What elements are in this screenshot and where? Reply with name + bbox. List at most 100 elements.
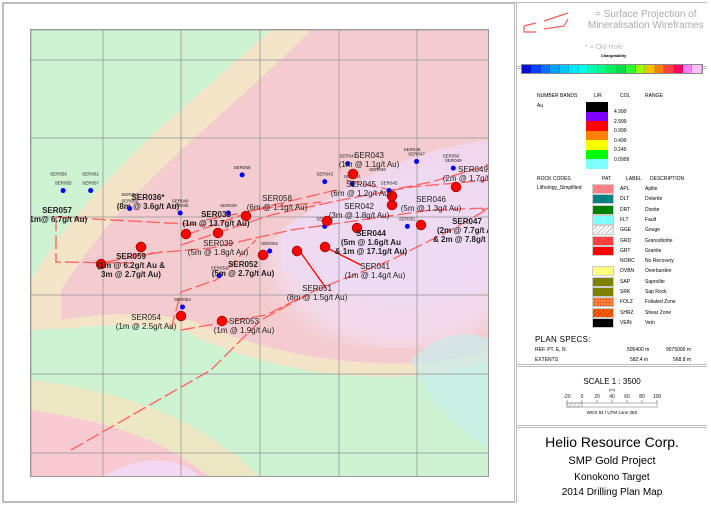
rock-code-description: Granodiorite: [645, 237, 673, 244]
drillhole-major[interactable]: SER053(1m @ 1.9g/t Au): [214, 315, 275, 335]
number-band-value: 0.0999: [614, 156, 630, 163]
drillhole-collar-icon: [404, 223, 410, 229]
colorbar-segment: [559, 65, 570, 73]
drillhole-minor[interactable]: SER057: [82, 181, 100, 194]
drillhole-major[interactable]: SER038(1m @ 13.7g/t Au): [180, 210, 250, 240]
drillhole-id-label: SER038: [201, 210, 231, 219]
number-bands-header: NUMBER BANDS: [537, 93, 578, 99]
drillhole-minor[interactable]: SER048: [404, 147, 421, 152]
rock-code-row: APL Aplite: [517, 184, 710, 195]
drillhole-major[interactable]: SER042(3m @ 1.8g/t Au): [321, 202, 390, 227]
rock-code-label: FLT: [620, 216, 629, 223]
target-name: Konokono Target: [574, 472, 650, 483]
drillhole-collar-icon: [351, 222, 363, 234]
drillhole-minor[interactable]: SER054: [174, 297, 191, 310]
colorbar-segment: [626, 65, 636, 73]
rock-code-description: Saprolite: [645, 278, 665, 285]
drillhole-major[interactable]: SER057(1m@ 6.7g/t Au): [31, 206, 107, 270]
drillhole-collar-icon: [257, 249, 269, 261]
rock-code-label: DRT: [620, 206, 631, 213]
drillhole-minor[interactable]: SER055: [55, 181, 72, 194]
rock-pattern-swatch: [592, 214, 614, 225]
drillhole-minor[interactable]: SER059: [121, 198, 139, 211]
drillhole-id-label: SER053: [211, 266, 228, 271]
drillhole-collar-icon: [319, 241, 331, 253]
drillhole-major[interactable]: SER058(6m @ 1.1g/t Au): [240, 194, 308, 222]
rock-code-row: GRD Granodiorite: [517, 235, 710, 247]
rock-code-description: Overburden: [645, 268, 672, 275]
range-header: RANGE: [645, 93, 663, 99]
drillhole-result-label: & 2m @ 7.8g/t Au): [433, 235, 489, 244]
rock-code-label: SRK: [620, 289, 631, 295]
drillhole-minor[interactable]: SER050: [443, 154, 460, 159]
drillhole-minor[interactable]: SER052: [261, 241, 279, 254]
title-block: Helio Resource Corp. SMP Gold Project Ko…: [517, 428, 707, 503]
drillhole-major[interactable]: SER041(1m @ 1.4g/t Au): [319, 241, 406, 280]
drillhole-major[interactable]: SER049(2m @ 1.7g/t Au): [443, 165, 489, 193]
wireframe-outline: [180, 294, 307, 331]
colorbar-segment: [607, 65, 617, 73]
drillhole-collar-icon: [239, 172, 245, 178]
legend-wireframe-section: = Surface Projection of Mineralisation W…: [517, 3, 707, 74]
plan-map[interactable]: SER056 SER055 SER061 SER057 SER060 SER059 SER0…: [30, 29, 489, 477]
rock-code-description: Gouge: [645, 227, 661, 234]
colorbar-segment: [682, 65, 693, 73]
drillhole-minor[interactable]: SER060: [121, 192, 138, 197]
chargeability-contour-cyan: [411, 334, 488, 449]
drillhole-minor[interactable]: SER040: [172, 198, 189, 203]
number-band-value: 4.999: [614, 109, 627, 115]
drillhole-major[interactable]: SER059(1m @ 6.2g/t Au &3m @ 2.7g/t Au): [97, 241, 165, 279]
colorbar-segment: [597, 65, 608, 73]
drillhole-minor[interactable]: SER058: [234, 165, 251, 178]
rock-code-label: APL: [620, 186, 630, 192]
drillhole-major[interactable]: SER051(8m @ 1.5g/t Au): [287, 245, 348, 302]
drillhole-minor[interactable]: SER039: [220, 203, 237, 216]
rock-code-row: DLT Dolerite: [517, 194, 710, 205]
rock-pattern-swatch: [592, 225, 614, 236]
drillhole-id-label: SER058: [262, 194, 292, 203]
drillhole-minor[interactable]: SER047: [408, 151, 425, 164]
drillhole-id-label: SER060: [121, 192, 138, 197]
drillhole-minor[interactable]: SER061: [82, 172, 99, 177]
wireframe-outline: [205, 201, 322, 221]
rock-code-row: DRT Diorite: [517, 204, 710, 216]
drillhole-major[interactable]: SER047(2m @ 7.7g/t Au& 2m @ 7.8g/t Au): [415, 217, 489, 244]
drillhole-collar-icon: [291, 245, 303, 257]
drillhole-result-label: (6m @ 1.1g/t Au): [247, 203, 308, 212]
drillhole-minor[interactable]: SER036: [172, 203, 189, 216]
drillhole-minor[interactable]: SER051: [399, 216, 416, 229]
drillhole-major[interactable]: SER054(1m @ 2.5g/t Au): [116, 310, 187, 331]
wireframe-legend-label: = Surface Projection of Mineralisation W…: [588, 9, 704, 31]
drillhole-major[interactable]: SER039(5m @ 1.8g/t Au): [188, 227, 249, 257]
drillhole-result-label: 3m @ 2.7g/t Au): [101, 270, 161, 279]
number-band-value: 0.249: [614, 147, 627, 153]
drillhole-collar-icon: [88, 188, 94, 194]
drillhole-major[interactable]: SER044(5m @ 1.6g/t Au& 1m @ 17.1g/t Au): [335, 222, 408, 256]
map-title: 2014 Drilling Plan Map: [561, 487, 663, 498]
drillhole-minor[interactable]: SER046: [369, 167, 386, 172]
col-header: COL: [620, 93, 631, 99]
drillhole-minor[interactable]: SER043: [339, 154, 357, 167]
drillhole-major[interactable]: SER046(5m @ 1.3g/t Au): [386, 195, 462, 213]
ref-point-northing: 9075000 m: [666, 347, 692, 353]
drillhole-major[interactable]: SER045(6m @ 1.2g/t Au): [331, 180, 398, 202]
drillhole-id-label: SER045: [346, 180, 376, 189]
drillhole-major[interactable]: SER043(1m @ 1.1g/t Au): [339, 151, 400, 180]
drillhole-minor[interactable]: SER056: [50, 172, 67, 177]
colorbar-segment: [616, 65, 627, 73]
wireframe-outline: [70, 209, 487, 451]
rock-pattern-swatch: [592, 276, 614, 287]
drillhole-minor[interactable]: SER053: [211, 266, 228, 279]
drillhole-major[interactable]: SER052(5m @ 2.7g/t Au): [212, 249, 275, 278]
drillhole-minor[interactable]: SER042: [316, 172, 334, 185]
company-name: Helio Resource Corp.: [545, 434, 679, 450]
wireframe-legend-symbol: [523, 12, 569, 33]
rock-pattern-swatch: [592, 297, 614, 308]
number-band-swatch: [586, 149, 608, 159]
rock-code-label: VEIN: [620, 319, 632, 326]
rock-pattern-swatch: [592, 245, 614, 256]
scale-datum: WGS 84 / UTM zone 36S: [586, 410, 638, 415]
wireframe-outline: [55, 216, 207, 226]
drillhole-minor[interactable]: SER049: [445, 158, 462, 171]
